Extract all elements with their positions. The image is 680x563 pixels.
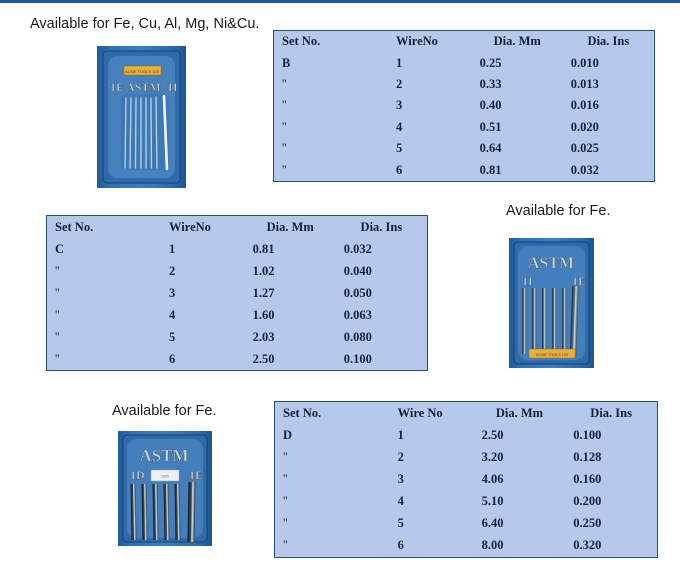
svg-text:1E: 1E <box>189 468 203 482</box>
svg-text:1E: 1E <box>572 274 586 288</box>
svg-text:ACME TOOLS 100: ACME TOOLS 100 <box>125 69 160 74</box>
svg-text:1I: 1I <box>522 274 533 288</box>
svg-text:1D: 1D <box>130 468 145 482</box>
svg-text:ASTM: ASTM <box>126 80 161 94</box>
svg-text:1I: 1I <box>167 80 178 94</box>
svg-text:1E: 1E <box>110 80 124 94</box>
svg-text:ASTM: ASTM <box>139 446 188 465</box>
svg-text:ASTM: ASTM <box>528 255 574 272</box>
svg-text:ACME TOOLS 100: ACME TOOLS 100 <box>536 353 568 357</box>
svg-text:1615: 1615 <box>161 475 169 479</box>
